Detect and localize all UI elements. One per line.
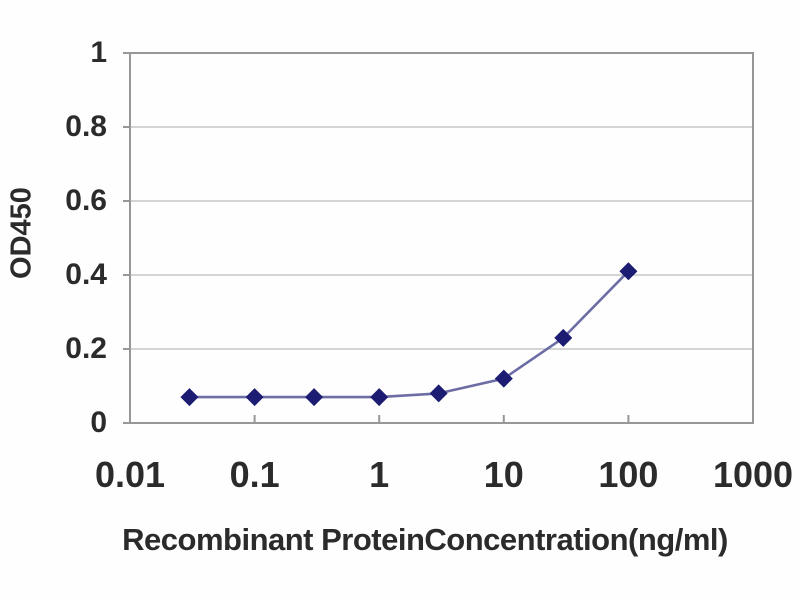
y-tick-label: 0.8 <box>65 110 107 143</box>
y-tick-label: 1 <box>90 36 107 69</box>
data-point-marker <box>305 388 324 407</box>
y-tick-label: 0 <box>90 406 107 439</box>
y-tick-label: 0.6 <box>65 184 107 217</box>
x-tick-label: 0.1 <box>229 454 280 495</box>
data-point-marker <box>370 388 389 407</box>
series-line <box>189 270 630 399</box>
data-point-marker <box>494 369 513 388</box>
x-tick-label: 0.01 <box>94 454 166 495</box>
x-tick-label: 100 <box>598 454 659 495</box>
y-axis-title: OD450 <box>5 187 38 279</box>
x-tick-label: 1000 <box>712 454 794 495</box>
plot-frame <box>129 52 754 424</box>
data-point-marker <box>429 384 448 403</box>
x-tick-label: 10 <box>483 454 524 495</box>
x-tick-label: 1 <box>369 454 390 495</box>
data-point-marker <box>619 262 638 281</box>
x-axis-title: Recombinant ProteinConcentration(ng/ml) <box>122 522 728 557</box>
y-tick-label: 0.4 <box>65 258 107 291</box>
data-point-marker <box>180 388 199 407</box>
data-point-marker <box>554 328 573 347</box>
data-point-marker <box>245 388 264 407</box>
y-tick-label: 0.2 <box>65 332 107 365</box>
